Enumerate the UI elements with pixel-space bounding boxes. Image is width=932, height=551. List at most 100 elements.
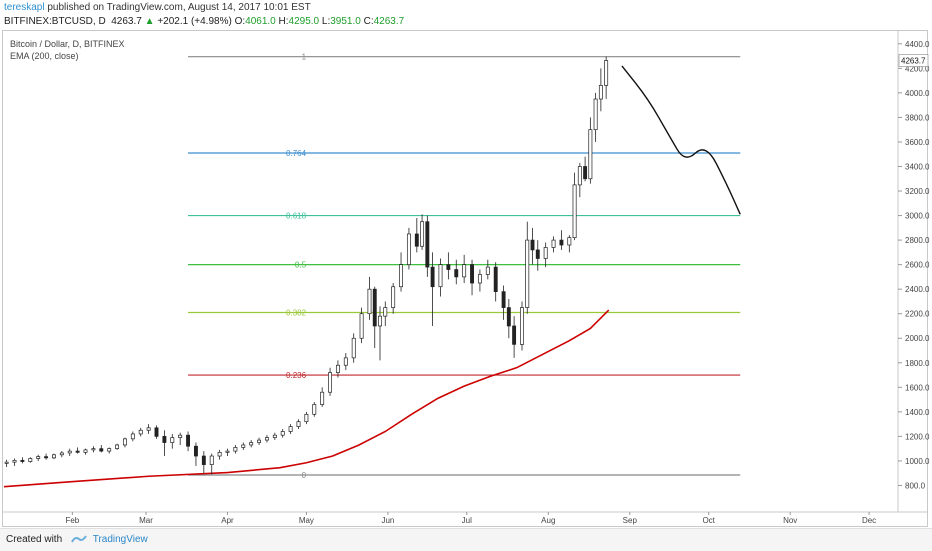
candle [598, 68, 603, 112]
tradingview-brand[interactable]: TradingView [92, 534, 148, 545]
candle [391, 283, 396, 314]
price-axis[interactable]: 800.0 1000.0 1200.0 1400.0 1600.0 1800.0 2000.… [897, 30, 930, 512]
time-tick-label: Dec [862, 516, 876, 525]
candle-body [493, 266, 498, 292]
candle [425, 215, 430, 277]
candle [535, 240, 540, 271]
candle-body [296, 421, 301, 427]
candle [233, 444, 238, 454]
candle [367, 276, 372, 320]
candle-body [241, 444, 246, 448]
low-label: L: [321, 16, 331, 27]
candle [512, 316, 517, 358]
candle-body [425, 221, 430, 268]
chart-frame[interactable] [2, 30, 928, 527]
candle-body [414, 233, 419, 247]
price-chart[interactable]: 0 0.236 0.382 0.5 0.618 0.764 1 800.0 1000.0 120… [0, 0, 932, 528]
indicator-title[interactable]: EMA (200, close) [10, 51, 79, 61]
price-tick-label: 2400.0 [905, 285, 930, 294]
candle [4, 459, 9, 468]
price-tick-label: 1600.0 [905, 383, 930, 392]
candle-body [312, 404, 317, 415]
chart-legend: Bitcoin / Dollar, D, BITFINEX EMA (200, … [10, 38, 125, 62]
candle [304, 411, 309, 425]
publish-info: tereskapl published on TradingView.com, … [4, 2, 311, 13]
candle-body [264, 437, 269, 441]
high-value: 4295.0 [288, 16, 320, 27]
time-tick-label: Apr [221, 516, 234, 525]
close-label: C: [363, 16, 374, 27]
candle [146, 424, 151, 434]
candle-body [543, 247, 548, 259]
candle-body [525, 239, 530, 308]
candle-body [551, 239, 556, 248]
candle-body [430, 266, 435, 288]
candle [506, 298, 511, 339]
projection-drawing[interactable] [621, 65, 741, 215]
candle [154, 425, 159, 439]
candle [280, 429, 285, 438]
candle-body [454, 269, 459, 278]
candle-body [138, 429, 143, 435]
price-tick-label: 2800.0 [905, 236, 930, 245]
candle [12, 458, 17, 466]
candle [178, 432, 183, 445]
candle [372, 286, 377, 349]
candle-body [462, 264, 467, 278]
candle-body [477, 274, 482, 284]
candle-body [115, 444, 120, 450]
candle [67, 448, 72, 457]
candle [312, 402, 317, 417]
candle [115, 443, 120, 450]
candle [493, 262, 498, 302]
price-tick-label: 2200.0 [905, 310, 930, 319]
candle [583, 156, 588, 182]
author-link[interactable]: tereskapl [4, 2, 45, 13]
candle-body [378, 315, 382, 327]
candle-body [36, 456, 41, 459]
candle-body [406, 233, 411, 265]
candle-body [604, 60, 609, 86]
candle [44, 453, 49, 460]
price-tick-label: 1800.0 [905, 359, 930, 368]
open-label: O: [234, 16, 246, 27]
candle [272, 432, 277, 441]
candle-body [209, 455, 214, 465]
candle [414, 218, 419, 253]
candle-body [201, 455, 206, 465]
candle-body [506, 307, 511, 327]
candle [75, 447, 80, 454]
candle [477, 269, 482, 292]
candle-body [83, 449, 88, 453]
footer-bar: Created with TradingView [0, 528, 932, 551]
candle [123, 437, 127, 448]
candle-body [593, 98, 598, 131]
low-value: 3951.0 [330, 16, 361, 27]
price-tick-label: 4000.0 [905, 89, 930, 98]
candlestick-series [4, 56, 609, 475]
candle [359, 307, 364, 344]
candle [264, 435, 269, 443]
candle [543, 242, 548, 268]
candle-body [501, 291, 506, 308]
ema-200-line [3, 309, 610, 488]
series-title: Bitcoin / Dollar, D, BITFINEX [10, 39, 125, 49]
tradingview-logo-icon[interactable] [71, 534, 87, 544]
candle-body [75, 450, 80, 453]
candle [241, 442, 246, 450]
candle-body [335, 364, 340, 373]
candle [430, 252, 435, 326]
candle-body [170, 437, 175, 443]
projection-path [621, 65, 741, 215]
candle [559, 230, 564, 250]
fib-level-label: 0.618 [286, 212, 307, 221]
fib-level-label: 0.5 [295, 261, 307, 270]
candle-body [351, 337, 356, 359]
created-with: Created with TradingView [6, 534, 148, 545]
price-tick-label: 3400.0 [905, 162, 930, 171]
candle-body [178, 434, 183, 438]
candle-body [420, 221, 425, 247]
time-axis[interactable]: Feb Mar Apr May Jun Jul Aug Sep Oct Nov Dec [3, 511, 928, 525]
candle-body [272, 434, 277, 438]
chart-header: tereskapl published on TradingView.com, … [0, 0, 932, 30]
